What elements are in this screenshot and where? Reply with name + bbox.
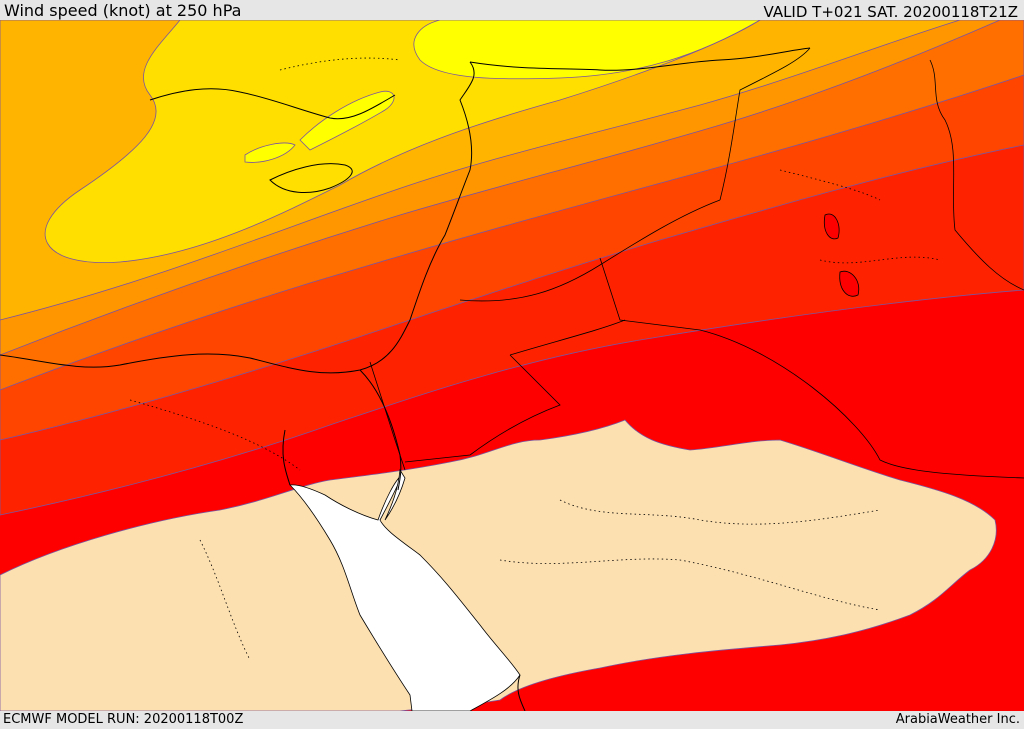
map-title: Wind speed (knot) at 250 hPa: [4, 1, 242, 20]
map-canvas: [0, 20, 1024, 711]
valid-time: VALID T+021 SAT. 20200118T21Z: [763, 3, 1018, 21]
wind-speed-map: [0, 20, 1024, 711]
islands: [823, 213, 860, 297]
coastlines: [0, 47, 811, 711]
band-yellow-cyprus: [244, 142, 296, 163]
band-yellow-orange: [44, 20, 761, 264]
model-run: ECMWF MODEL RUN: 20200118T00Z: [3, 712, 244, 727]
band-yellow: [413, 20, 761, 80]
country-borders: [369, 47, 1024, 479]
internal-boundaries: [129, 57, 941, 661]
red-sea-region: [289, 473, 521, 711]
credit-text: ArabiaWeather Inc.: [895, 712, 1020, 727]
title-bar: Wind speed (knot) at 250 hPa VALID T+021…: [0, 0, 1024, 21]
band-yellow-small: [299, 90, 395, 151]
footer-bar: ECMWF MODEL RUN: 20200118T00Z ArabiaWeat…: [0, 711, 1024, 729]
gulf-of-aqaba: [384, 468, 406, 521]
low-speed-region: [0, 419, 997, 711]
